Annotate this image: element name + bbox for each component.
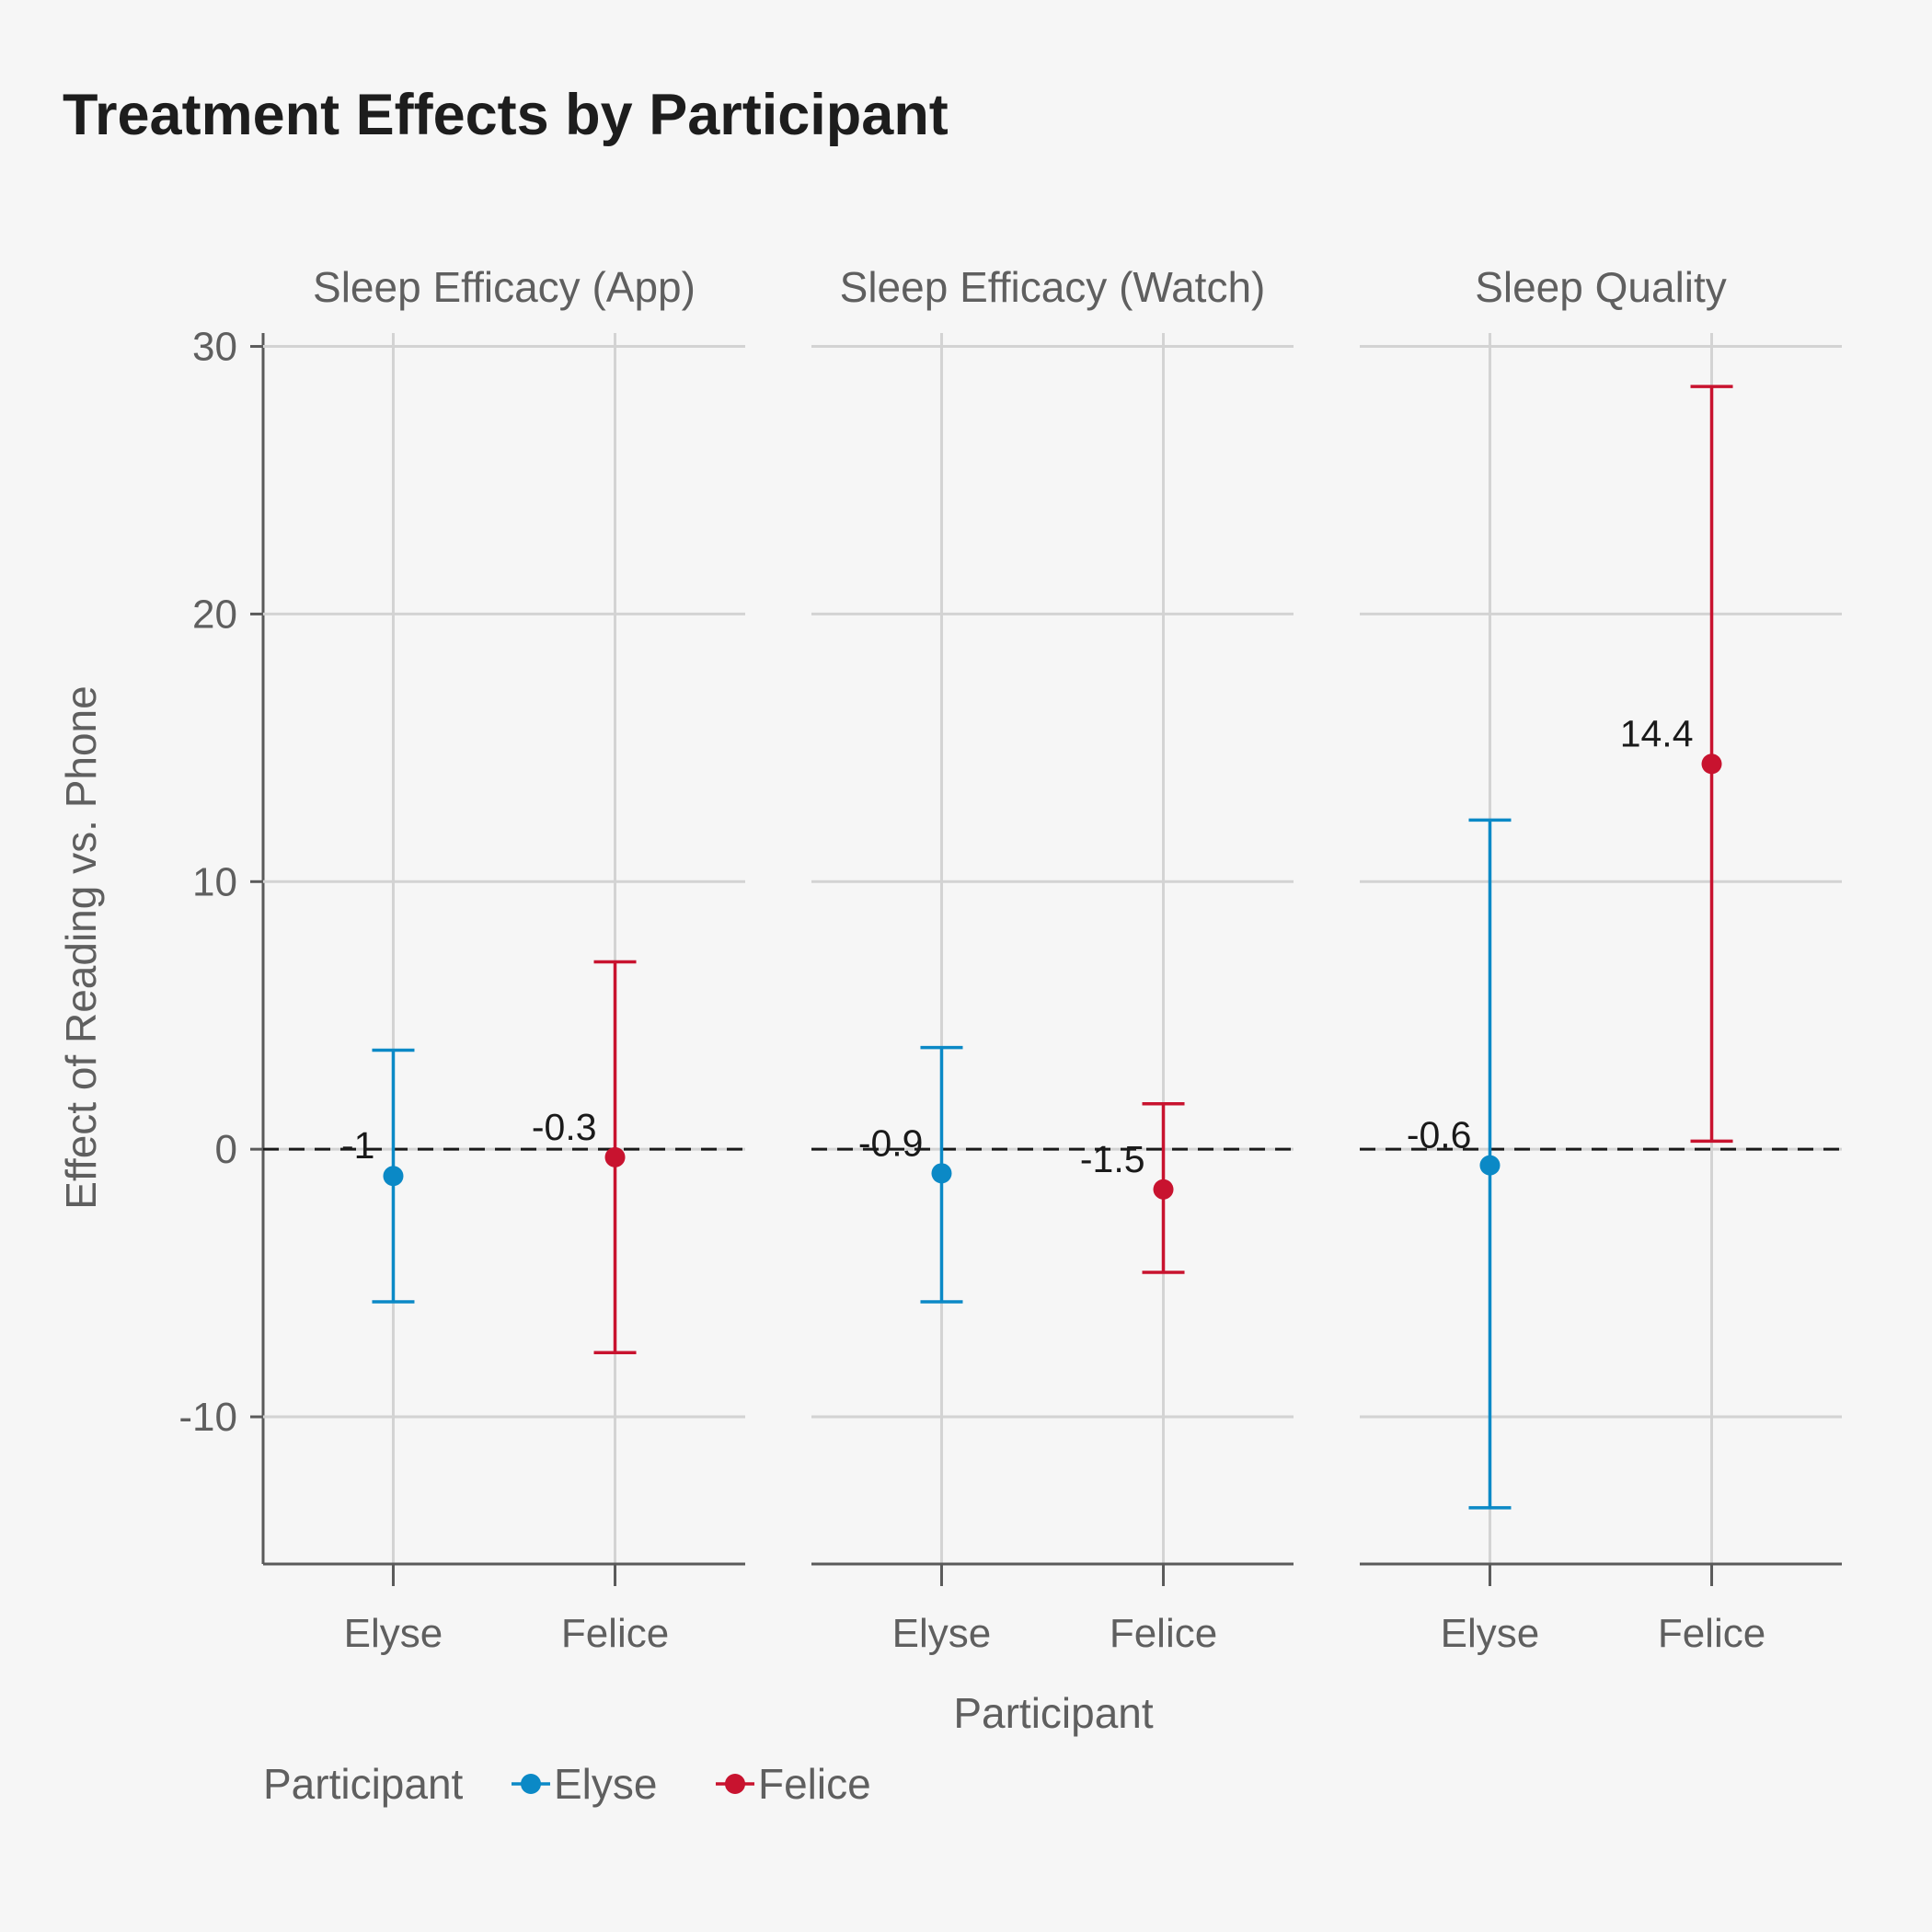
x-tick-label: Elyse — [1441, 1611, 1540, 1656]
error-bar-elyse: -0.6 — [1407, 818, 1512, 1510]
error-bar-elyse: -0.9 — [858, 1045, 963, 1304]
panel-1: Sleep Efficacy (App) Elyse Felice -1 -0.3 — [263, 263, 745, 1656]
estimate-point — [931, 1163, 952, 1184]
panels: -10 0 10 20 30 Sleep Efficacy (App) Elyse Felic… — [178, 263, 1842, 1656]
y-tick-label: 30 — [192, 325, 237, 370]
data-label: -0.9 — [858, 1121, 924, 1164]
estimate-point — [1153, 1179, 1174, 1200]
y-tick-label: 0 — [215, 1127, 237, 1172]
legend-key-point — [521, 1774, 541, 1794]
data-label: 14.4 — [1620, 712, 1694, 754]
panel-2: Sleep Efficacy (Watch) Elyse Felice -0.9 -1.… — [811, 263, 1294, 1656]
y-axis-label: Effect of Reading vs. Phone — [57, 685, 105, 1209]
panel-title: Sleep Efficacy (Watch) — [840, 263, 1266, 311]
y-tick-label: -10 — [178, 1395, 237, 1440]
data-label: -0.6 — [1407, 1114, 1472, 1156]
error-bar-felice: -1.5 — [1080, 1101, 1185, 1274]
error-bar-felice: -0.3 — [532, 960, 637, 1354]
x-tick-label: Felice — [1110, 1611, 1217, 1656]
y-tick-label: 20 — [192, 592, 237, 637]
panel-3: Sleep Quality Elyse Felice -0.6 14.4 — [1360, 263, 1842, 1656]
panel-title: Sleep Quality — [1475, 263, 1727, 311]
data-label: -1.5 — [1080, 1138, 1145, 1180]
error-bar-felice: 14.4 — [1620, 385, 1733, 1144]
legend-title: Participant — [263, 1760, 464, 1808]
error-bar-elyse: -1 — [341, 1048, 415, 1304]
data-label: -1 — [341, 1124, 374, 1167]
legend-label: Felice — [758, 1760, 871, 1808]
estimate-point — [1479, 1155, 1501, 1176]
x-axis-label: Participant — [953, 1689, 1154, 1737]
estimate-point — [1701, 753, 1722, 775]
data-label: -0.3 — [532, 1106, 597, 1148]
legend-label: Elyse — [554, 1760, 657, 1808]
chart-title: Treatment Effects by Participant — [63, 83, 949, 147]
estimate-point — [383, 1166, 404, 1187]
legend-key-point — [725, 1774, 745, 1794]
panel-title: Sleep Efficacy (App) — [313, 263, 696, 311]
x-tick-label: Elyse — [892, 1611, 992, 1656]
x-tick-label: Felice — [1658, 1611, 1765, 1656]
legend: Participant Elyse Felice — [263, 1760, 871, 1808]
x-tick-label: Felice — [561, 1611, 669, 1656]
x-tick-label: Elyse — [344, 1611, 443, 1656]
estimate-point — [604, 1146, 626, 1167]
y-tick-label: 10 — [192, 859, 237, 904]
